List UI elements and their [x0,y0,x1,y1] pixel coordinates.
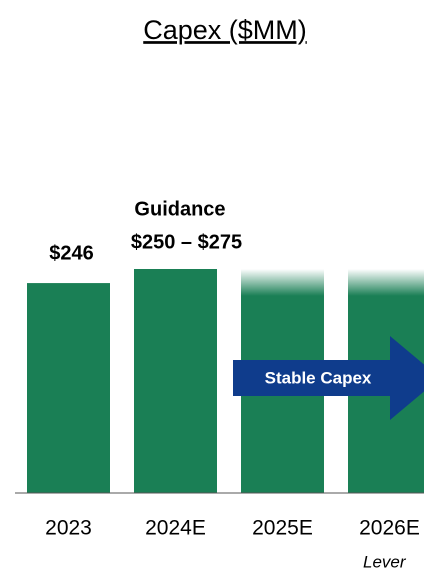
bar [134,269,217,493]
data-label: $246 [49,242,94,264]
arrow [233,336,424,420]
x-tick-label: 2024E [145,517,206,540]
note: Lever [363,552,407,571]
x-tick-label: 2026E [359,517,420,540]
arrow-label: Stable Capex [265,368,372,387]
annotation: Guidance [134,198,225,220]
x-tick-label: 2023 [45,517,92,540]
chart-title: Capex ($MM) [143,15,307,45]
bar [27,283,110,493]
x-tick-label: 2025E [252,517,313,540]
data-label: $250 – $275 [131,231,242,253]
